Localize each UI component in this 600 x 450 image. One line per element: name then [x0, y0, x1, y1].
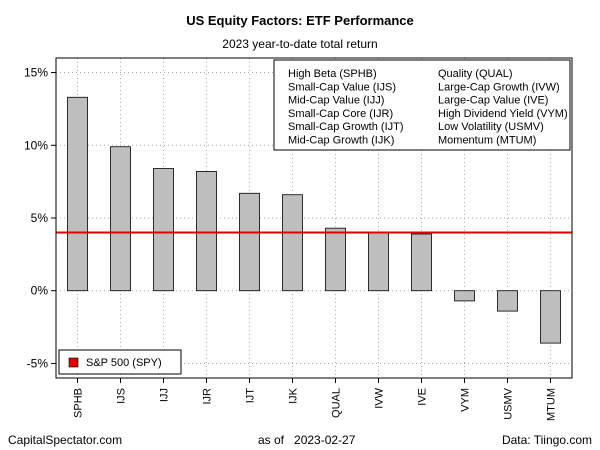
bar-ijr	[196, 171, 217, 292]
x-tick-label: IJK	[288, 387, 300, 404]
chart-subtitle: 2023 year-to-date total return	[222, 37, 377, 51]
legend-label: S&P 500 (SPY)	[86, 357, 162, 369]
y-tick-label: 5%	[31, 211, 49, 225]
x-tick-label: USMV	[503, 387, 515, 419]
info-box-entry: Low Volatility (USMV)	[438, 121, 544, 133]
info-box-entry: Quality (QUAL)	[438, 68, 513, 80]
footer-center: as of 2023-02-27	[258, 433, 356, 447]
bar-qual	[325, 227, 346, 292]
x-tick-label: IJS	[116, 388, 128, 404]
plot-area: -5% 0% 5% 10% 15% SPHB IJS IJJ IJR IJT IJK QUAL IVW I…	[24, 57, 573, 421]
x-tick-label: VYM	[460, 388, 472, 412]
info-box-entry: Small-Cap Growth (IJT)	[288, 121, 404, 133]
footer-left: CapitalSpectator.com	[8, 433, 122, 447]
legend-swatch	[68, 357, 79, 368]
x-tick-label: IVE	[417, 388, 429, 406]
x-tick-label: SPHB	[73, 388, 85, 418]
x-tick-label: QUAL	[331, 388, 343, 418]
info-box-entry: Small-Cap Value (IJS)	[288, 81, 396, 93]
info-box	[273, 59, 571, 151]
bar-ijs	[110, 146, 131, 292]
x-tick-label: IJJ	[159, 388, 171, 402]
info-box-entry: Large-Cap Value (IVE)	[438, 95, 548, 107]
x-tick-label: IVW	[374, 387, 386, 408]
bar-ijt	[239, 192, 260, 292]
y-tick-label: 10%	[24, 138, 48, 152]
info-box-entry: Large-Cap Growth (IVW)	[438, 81, 560, 93]
y-tick-label: -5%	[27, 356, 49, 370]
info-box-entry: Mid-Cap Growth (IJK)	[288, 135, 394, 147]
bar-sphb	[67, 96, 88, 292]
info-box-entry: High Dividend Yield (VYM)	[438, 108, 568, 120]
bar-ivw	[368, 232, 389, 292]
info-box-entry: High Beta (SPHB)	[288, 68, 377, 80]
bar-ijj	[153, 168, 174, 292]
bar-ijk	[282, 194, 303, 292]
x-tick-label: IJT	[245, 388, 257, 404]
x-tick-label: IJR	[202, 388, 214, 405]
info-box-entry: Small-Cap Core (IJR)	[288, 108, 393, 120]
chart-title: US Equity Factors: ETF Performance	[186, 13, 414, 28]
footer-right: Data: Tiingo.com	[502, 433, 592, 447]
info-box-entry: Mid-Cap Value (IJJ)	[288, 95, 384, 107]
legend-box	[58, 349, 182, 375]
bar-vym	[454, 290, 475, 302]
y-tick-label: 0%	[31, 284, 49, 298]
bar-usmv	[497, 290, 518, 312]
y-tick-label: 15%	[24, 66, 48, 80]
bar-ive	[411, 233, 432, 292]
info-box-entry: Momentum (MTUM)	[438, 135, 536, 147]
bar-mtum	[540, 290, 561, 344]
x-tick-label: MTUM	[546, 388, 558, 421]
